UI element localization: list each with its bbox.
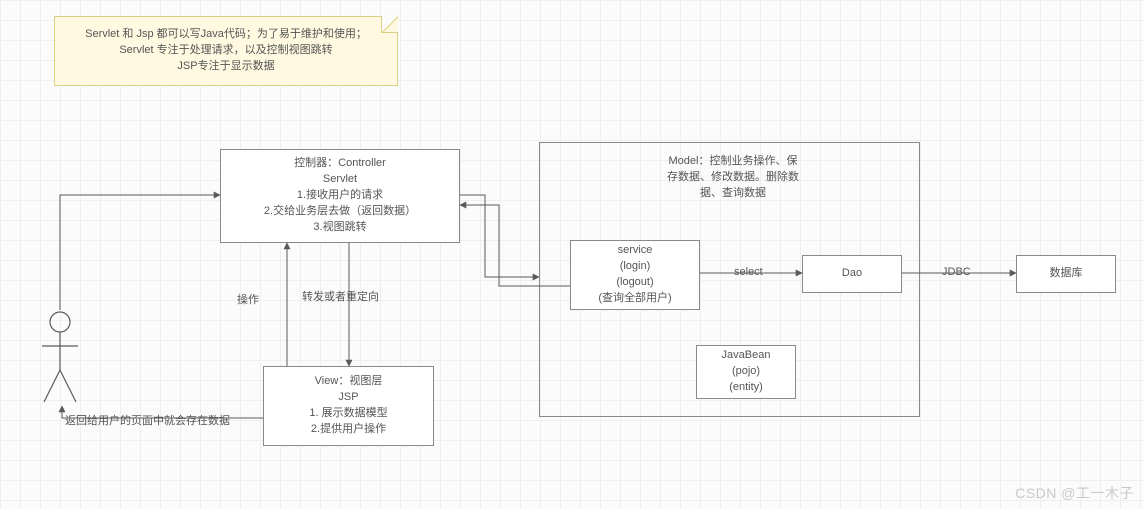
note: Servlet 和 Jsp 都可以写Java代码；为了易于维护和使用； Serv…: [54, 16, 398, 86]
javabean-box: JavaBean (pojo) (entity): [696, 345, 796, 399]
box-line: 1.接收用户的请求: [297, 188, 383, 204]
box-line: service: [618, 243, 653, 259]
label-return-user: 返回给用户的页面中就会存在数据: [65, 414, 230, 428]
controller-box: 控制器：Controller Servlet 1.接收用户的请求 2.交给业务层…: [220, 149, 460, 243]
box-line: JavaBean: [722, 348, 771, 364]
box-line: (login): [620, 259, 651, 275]
note-line: JSP专注于显示数据: [67, 59, 385, 75]
box-line: 数据库: [1050, 266, 1083, 282]
model-line: 据、查询数据: [648, 186, 818, 202]
note-line: Servlet 和 Jsp 都可以写Java代码；为了易于维护和使用；: [67, 27, 385, 43]
actor-icon: [40, 310, 80, 405]
box-line: View：视图层: [315, 374, 383, 390]
box-line: 3.视图跳转: [313, 220, 366, 236]
dao-box: Dao: [802, 255, 902, 293]
box-line: 2.交给业务层去做（返回数据）: [264, 204, 416, 220]
box-line: (entity): [729, 380, 763, 396]
note-line: Servlet 专注于处理请求，以及控制视图跳转: [67, 43, 385, 59]
edge-controller-to-model: [460, 195, 539, 277]
view-box: View：视图层 JSP 1. 展示数据模型 2.提供用户操作: [263, 366, 434, 446]
db-box: 数据库: [1016, 255, 1116, 293]
label-select: select: [734, 265, 763, 279]
service-box: service (login) (logout) (查询全部用户): [570, 240, 700, 310]
watermark: CSDN @工一木子: [1015, 483, 1134, 503]
label-operate: 操作: [237, 293, 259, 307]
box-line: (pojo): [732, 364, 760, 380]
box-line: 2.提供用户操作: [311, 422, 386, 438]
box-line: JSP: [338, 390, 358, 406]
model-text: Model：控制业务操作、保 存数据、修改数据。删除数 据、查询数据: [648, 154, 818, 202]
box-line: Dao: [842, 266, 862, 282]
label-forward: 转发或者重定向: [302, 290, 379, 304]
model-line: 存数据、修改数据。删除数: [648, 170, 818, 186]
box-line: 1. 展示数据模型: [309, 406, 387, 422]
model-line: Model：控制业务操作、保: [648, 154, 818, 170]
edge-actor-to-controller: [60, 195, 220, 310]
box-line: (logout): [616, 275, 653, 291]
box-line: (查询全部用户): [598, 291, 671, 307]
box-line: 控制器：Controller: [294, 156, 386, 172]
box-line: Servlet: [323, 172, 357, 188]
label-jdbc: JDBC: [942, 265, 971, 279]
